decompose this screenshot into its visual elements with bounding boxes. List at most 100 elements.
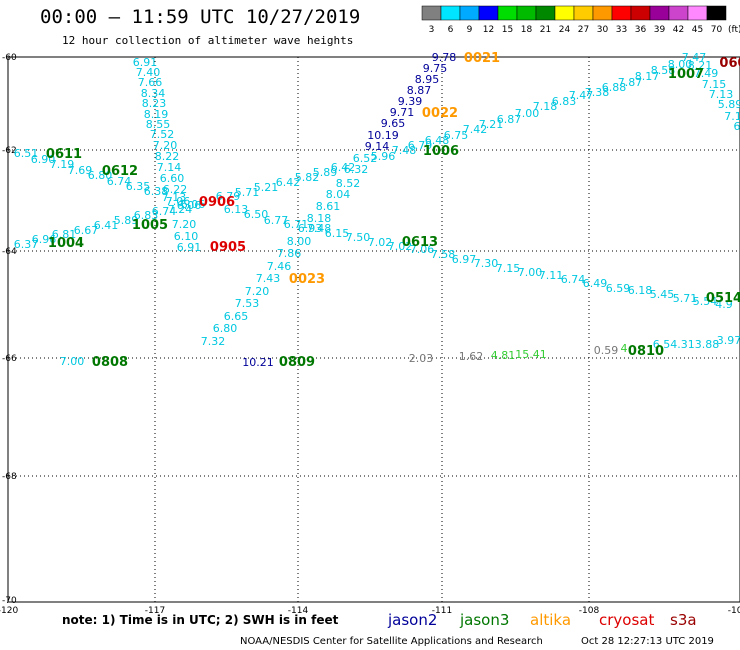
longitude-label: -108 [579, 606, 600, 616]
wave-height-label: 6.60 [160, 172, 185, 185]
wave-height-label: 7.00 [60, 355, 85, 368]
wave-height-label: 8.04 [326, 188, 351, 201]
wave-height-label: 6.49 [583, 277, 608, 290]
wave-height-label: 7.02 [368, 236, 393, 249]
wave-height-label: 8.00 [287, 235, 312, 248]
pass-time-label: 0021 [464, 51, 500, 66]
legend-label: 12 [483, 25, 494, 35]
legend-label: 39 [654, 25, 666, 35]
wave-height-label: 6.06 [177, 199, 202, 212]
wave-height-label: 6.22 [163, 183, 188, 196]
wave-height-label: 6.77 [264, 214, 289, 227]
wave-height-label: 7.30 [474, 257, 499, 270]
legend-swatch [630, 5, 651, 21]
wave-height-label: 8.61 [316, 200, 341, 213]
wave-height-label: 5.89 [718, 98, 740, 111]
legend-label: 27 [578, 25, 589, 35]
wave-height-label: 8.21 [688, 59, 713, 72]
legend-label: 42 [673, 25, 684, 35]
wave-height-label: 5.96 [371, 150, 396, 163]
pass-time-label: 0613 [402, 235, 438, 250]
wave-height-label: 5.45 [650, 288, 675, 301]
wave-height-label: 7.00 [518, 266, 543, 279]
latitude-label: -70 [2, 596, 17, 606]
wave-height-label: 9.39 [398, 95, 423, 108]
wave-height-label: 6.52 [353, 152, 378, 165]
wave-height-label: 7.48 [307, 222, 332, 235]
wave-height-label: 7.18 [533, 100, 558, 113]
wave-height-label: 8.19 [144, 108, 169, 121]
wave-height-label: 0.59 [594, 344, 619, 357]
wave-height-label: 8.34 [141, 87, 166, 100]
wave-height-label: 6.42 [331, 161, 356, 174]
satellite-legend-cryosat: cryosat [599, 611, 654, 629]
wave-height-label: 7.15 [702, 78, 727, 91]
wave-height-label: 8.55 [146, 118, 171, 131]
wave-height-label: 6.59 [606, 282, 631, 295]
wave-height-label: 5.71 [235, 186, 260, 199]
wave-height-label: 8.87 [407, 84, 432, 97]
legend-label: 6 [448, 25, 454, 35]
wave-height-label: 4.81 [491, 349, 516, 362]
legend-label: 45 [692, 25, 703, 35]
wave-height-label: 7.20 [153, 139, 178, 152]
latitude-label: -62 [2, 146, 17, 156]
pass-time-label: 0023 [289, 272, 325, 287]
pass-time-label: 060 [719, 56, 740, 71]
wave-height-label: 9.71 [390, 106, 415, 119]
wave-height-label: 6.32 [344, 163, 369, 176]
wave-height-label: 7.14 [157, 161, 182, 174]
wave-height-label: 5.54 [693, 295, 718, 308]
legend-label: 21 [540, 25, 551, 35]
pass-time-label: 0514 [706, 291, 740, 306]
legend-label: 3 [429, 25, 435, 35]
legend-swatch [706, 5, 727, 21]
pass-time-label: 1005 [132, 218, 168, 233]
legend-label: 9 [467, 25, 473, 35]
wave-height-label: 7.86 [277, 247, 302, 260]
longitude-label: -117 [145, 606, 165, 616]
legend-swatch [592, 5, 613, 21]
wave-height-label: 7.06 [166, 195, 191, 208]
wave-height-label: 7.38 [585, 86, 610, 99]
wave-height-label: 6.80 [88, 169, 113, 182]
wave-height-label: 7.40 [136, 66, 161, 79]
wave-height-label: 7.13 [709, 88, 734, 101]
wave-height-label: 7.00 [515, 107, 540, 120]
wave-height-label: 5.89 [114, 214, 139, 227]
latitude-label: -60 [2, 53, 17, 63]
legend-swatch [649, 5, 670, 21]
wave-height-label: 1.62 [459, 350, 484, 363]
pass-time-label: 1006 [423, 144, 459, 159]
wave-height-label: 7.53 [235, 297, 260, 310]
legend-swatch [668, 5, 689, 21]
legend-swatch [687, 5, 708, 21]
pass-time-label: 0808 [92, 355, 128, 370]
pass-time-label: 0809 [279, 355, 315, 370]
wave-height-label: 7.06 [410, 243, 435, 256]
legend-swatch [554, 5, 575, 21]
wave-height-label: 6.88 [602, 81, 627, 94]
wave-height-label: 6.74 [152, 205, 177, 218]
wave-height-label: 8.58 [651, 64, 676, 77]
wave-height-label: 7.21 [479, 118, 504, 131]
wave-height-label: 7.20 [172, 218, 197, 231]
wave-height-label: 6.18 [628, 284, 653, 297]
wave-height-label: 6.38 [144, 185, 169, 198]
wave-height-label: 7.87 [618, 76, 643, 89]
wave-height-label: 6.13 [224, 203, 249, 216]
wave-height-label: 5.82 [295, 171, 320, 184]
wave-height-label: 6.48 [425, 134, 450, 147]
wave-height-label: 6.97 [452, 253, 477, 266]
longitude-label: -114 [288, 606, 309, 616]
wave-height-label: 6.06 [181, 198, 206, 211]
legend-label: 15 [502, 25, 513, 35]
pass-time-label: 0906 [199, 195, 235, 210]
pass-time-label: 0611 [46, 147, 82, 162]
wave-height-label: 7.13 [162, 191, 187, 204]
wave-height-label: 7.19 [50, 158, 75, 171]
wave-height-label: 6.81 [52, 228, 77, 241]
wave-height-label: 7.58 [431, 248, 456, 261]
wave-height-label: 7.52 [150, 128, 175, 141]
legend-swatch [497, 5, 518, 21]
